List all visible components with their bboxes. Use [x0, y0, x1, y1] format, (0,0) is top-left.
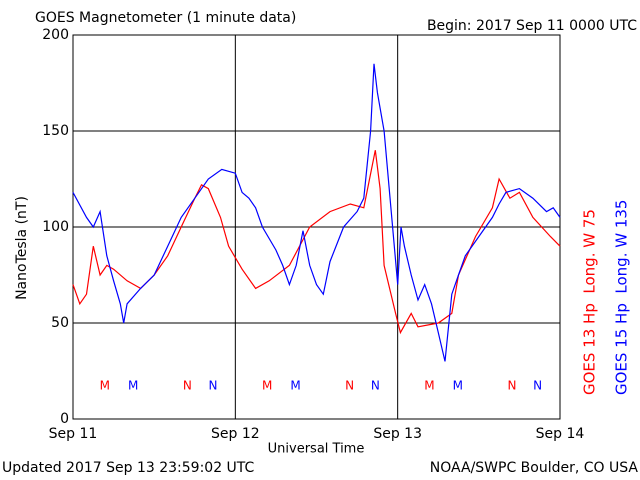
chart-title: GOES Magnetometer (1 minute data) — [35, 10, 296, 26]
time-marker: M — [100, 379, 110, 393]
y-tick-label: 100 — [42, 219, 69, 235]
time-marker: M — [424, 379, 434, 393]
y-tick-label: 150 — [42, 123, 69, 139]
y-axis-label: NanoTesla (nT) — [14, 196, 30, 300]
time-marker: M — [453, 379, 463, 393]
time-marker: N — [209, 379, 218, 393]
footer-source: NOAA/SWPC Boulder, CO USA — [430, 460, 639, 476]
y-tick-label: 50 — [51, 315, 69, 331]
data-line — [72, 150, 561, 335]
time-marker: N — [371, 379, 380, 393]
data-line — [72, 63, 561, 362]
x-tick-label: Sep 12 — [211, 426, 260, 442]
time-marker: N — [183, 379, 192, 393]
x-tick-label: Sep 11 — [49, 426, 98, 442]
time-marker: N — [533, 379, 542, 393]
plot-frame — [72, 34, 561, 420]
legend-entry: GOES 13 Hp Long. W 75 — [581, 209, 599, 395]
y-tick-label: 0 — [60, 411, 69, 427]
time-marker: N — [345, 379, 354, 393]
time-marker: N — [507, 379, 516, 393]
time-marker: M — [290, 379, 300, 393]
x-tick-label: Sep 13 — [373, 426, 422, 442]
footer-updated: Updated 2017 Sep 13 23:59:02 UTC — [2, 460, 255, 476]
x-tick-label: Sep 14 — [536, 426, 585, 442]
begin-time: Begin: 2017 Sep 11 0000 UTC — [427, 18, 637, 34]
time-marker: M — [262, 379, 272, 393]
time-marker: M — [128, 379, 138, 393]
y-tick-label: 200 — [42, 27, 69, 43]
legend-entry: GOES 15 Hp Long. W 135 — [613, 200, 631, 395]
x-axis-label: Universal Time — [268, 442, 365, 457]
